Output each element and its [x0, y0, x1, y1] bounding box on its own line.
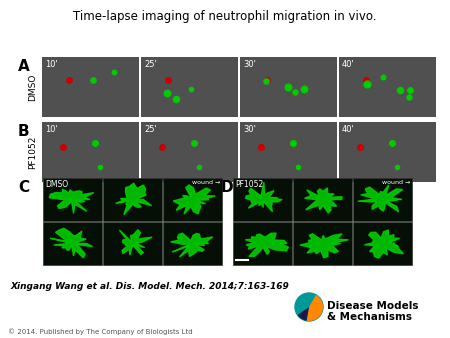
- Bar: [103, 178, 162, 221]
- Text: 25': 25': [144, 125, 157, 134]
- Bar: [42, 122, 139, 182]
- Text: A: A: [18, 59, 30, 74]
- Polygon shape: [305, 188, 342, 213]
- Wedge shape: [306, 295, 323, 321]
- Bar: [43, 222, 102, 265]
- Bar: [42, 57, 139, 117]
- Bar: [353, 178, 412, 221]
- Text: 30': 30': [243, 125, 256, 134]
- Bar: [233, 222, 292, 265]
- Bar: [233, 178, 292, 221]
- Bar: [43, 178, 102, 221]
- Text: Disease Models: Disease Models: [327, 301, 418, 311]
- Polygon shape: [50, 228, 93, 258]
- Text: Time-lapse imaging of neutrophil migration in vivo.: Time-lapse imaging of neutrophil migrati…: [73, 10, 377, 23]
- Polygon shape: [358, 185, 403, 212]
- Bar: [163, 178, 222, 221]
- Bar: [240, 57, 337, 117]
- Text: DMSO: DMSO: [45, 180, 68, 189]
- Text: B: B: [18, 124, 30, 139]
- Bar: [141, 122, 238, 182]
- Text: Xingang Wang et al. Dis. Model. Mech. 2014;7:163-169: Xingang Wang et al. Dis. Model. Mech. 20…: [10, 282, 289, 291]
- Bar: [293, 222, 352, 265]
- Polygon shape: [173, 185, 215, 214]
- Text: wound →: wound →: [382, 180, 410, 185]
- Text: 10': 10': [45, 60, 58, 69]
- Circle shape: [295, 293, 323, 321]
- Text: 40': 40': [342, 125, 355, 134]
- Polygon shape: [364, 230, 403, 258]
- Text: wound →: wound →: [192, 180, 220, 185]
- Polygon shape: [246, 182, 282, 212]
- Polygon shape: [171, 233, 213, 257]
- Bar: [141, 57, 238, 117]
- Bar: [293, 178, 352, 221]
- Bar: [103, 222, 162, 265]
- Text: 40': 40': [342, 60, 355, 69]
- Text: © 2014. Published by The Company of Biologists Ltd: © 2014. Published by The Company of Biol…: [8, 328, 193, 335]
- Text: & Mechanisms: & Mechanisms: [327, 312, 412, 322]
- Bar: [339, 122, 436, 182]
- Text: 10': 10': [45, 125, 58, 134]
- Polygon shape: [50, 189, 94, 213]
- Text: D: D: [221, 180, 234, 195]
- Text: C: C: [18, 180, 29, 195]
- Text: 30': 30': [243, 60, 256, 69]
- Polygon shape: [245, 233, 288, 257]
- Wedge shape: [297, 307, 309, 321]
- Text: PF1052: PF1052: [235, 180, 263, 189]
- Bar: [353, 222, 412, 265]
- Polygon shape: [116, 183, 152, 215]
- Text: PF1052: PF1052: [28, 135, 37, 169]
- Text: DMSO: DMSO: [28, 73, 37, 101]
- Polygon shape: [300, 234, 348, 258]
- Polygon shape: [119, 230, 152, 255]
- Bar: [240, 122, 337, 182]
- Bar: [163, 222, 222, 265]
- Bar: [339, 57, 436, 117]
- Text: 25': 25': [144, 60, 157, 69]
